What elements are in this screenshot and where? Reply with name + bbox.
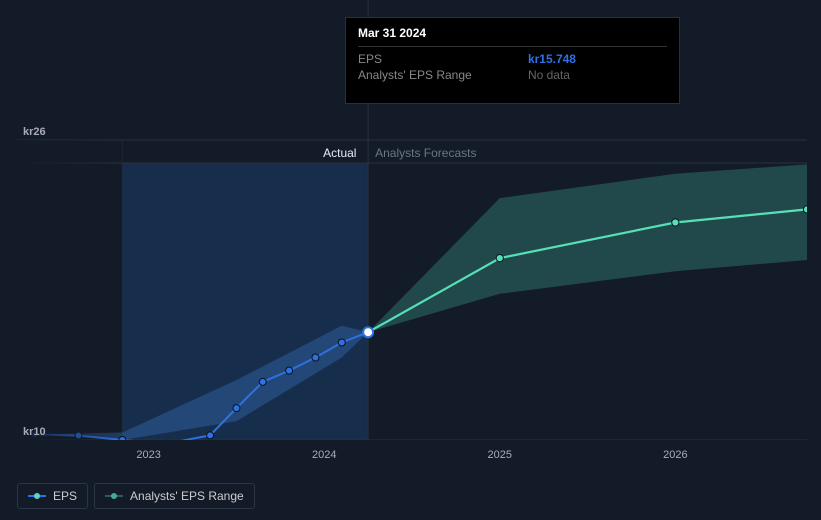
legend-marker-icon	[28, 492, 46, 500]
x-axis-label: 2023	[136, 449, 160, 461]
legend-item[interactable]: Analysts' EPS Range	[94, 483, 255, 509]
legend-label: Analysts' EPS Range	[130, 489, 244, 503]
legend-item[interactable]: EPS	[17, 483, 88, 509]
y-axis-label: kr10	[23, 426, 46, 438]
tooltip-row-value: kr15.748	[528, 51, 667, 67]
chart-tooltip: Mar 31 2024 EPSkr15.748Analysts' EPS Ran…	[345, 17, 680, 104]
chart-legend: EPS Analysts' EPS Range	[17, 483, 255, 509]
legend-label: EPS	[53, 489, 77, 503]
section-label-actual: Actual	[323, 146, 356, 160]
y-axis-label: kr26	[23, 126, 46, 138]
x-axis-label: 2024	[312, 449, 336, 461]
tooltip-row-label: EPS	[358, 51, 528, 67]
tooltip-row-label: Analysts' EPS Range	[358, 67, 528, 83]
legend-marker-icon	[105, 492, 123, 500]
x-axis-label: 2025	[488, 449, 512, 461]
section-label-forecast: Analysts Forecasts	[375, 146, 476, 160]
tooltip-date: Mar 31 2024	[358, 26, 667, 40]
x-axis-label: 2026	[663, 449, 687, 461]
tooltip-row-value: No data	[528, 67, 667, 83]
